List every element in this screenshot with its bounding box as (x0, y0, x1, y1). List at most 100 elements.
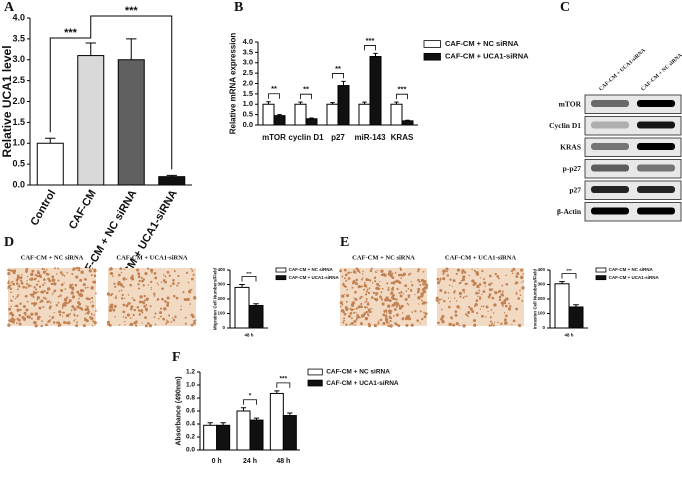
blot-strip (584, 137, 682, 157)
blot-band (637, 186, 675, 193)
error-bar (341, 80, 346, 86)
y-tick-label: 0.0 (243, 120, 253, 129)
bar (358, 103, 371, 126)
column-header: CAF-CM + UCA1-siRNA (598, 48, 647, 93)
cells (7, 266, 97, 328)
error-bar (253, 417, 260, 421)
legend-label: CAF-CM + UCA1-siRNA (289, 275, 340, 280)
bar (158, 176, 186, 186)
bar (234, 286, 250, 329)
blot-band (637, 143, 675, 150)
blot-strip (584, 159, 682, 179)
x-tick-label: KRAS (391, 133, 414, 142)
blot-band (591, 143, 629, 150)
bar (337, 85, 350, 126)
y-axis-label: Absorbance (490nm) (175, 376, 182, 445)
error-bar (405, 119, 410, 121)
image-label: CAF-CM + NC siRNA (352, 254, 415, 261)
significance-bracket (276, 382, 291, 388)
blot-band (591, 164, 629, 172)
y-tick-label: 2.0 (12, 96, 25, 106)
significance-label: ** (335, 64, 341, 73)
y-tick-label: 0 (222, 325, 225, 330)
bar (273, 115, 286, 126)
y-tick-label: 0.0 (12, 179, 25, 189)
y-tick-label: 0.5 (12, 159, 25, 169)
y-axis-label: Relative mRNA expression (228, 33, 237, 135)
significance-label: *** (398, 85, 407, 94)
y-tick-label: 0.2 (186, 434, 195, 441)
y-tick-label: 300 (537, 282, 545, 287)
error-bar (207, 422, 213, 426)
y-tick-label: 2.0 (243, 78, 253, 87)
y-tick-label: 2.5 (12, 75, 25, 85)
bar (568, 306, 584, 329)
y-tick-label: 4.0 (12, 12, 25, 22)
legend-swatch (423, 52, 441, 61)
error-bar (573, 304, 579, 307)
significance-bracket (49, 37, 92, 133)
legend-label: CAF-CM + UCA1-siRNA (445, 52, 529, 61)
y-tick-label: 300 (217, 282, 225, 287)
legend-swatch (595, 275, 607, 281)
y-tick-label: 1.0 (243, 99, 253, 108)
y-tick-label: 1.2 (186, 369, 195, 376)
y-tick-label: 0.4 (186, 421, 195, 428)
row-label: p-p27 (563, 164, 582, 173)
image-label: CAF-CM + UCA1-siRNA (116, 254, 188, 261)
error-bar (277, 114, 282, 116)
significance-label: ** (303, 85, 309, 94)
x-tick-label: Control (28, 188, 58, 228)
error-bar (298, 101, 303, 105)
bar (269, 392, 284, 451)
blot-band (637, 121, 675, 129)
bar (216, 424, 231, 451)
cells (339, 267, 429, 328)
error-bar (330, 102, 335, 105)
error-bar (287, 412, 293, 416)
y-axis-label: Invasion Cell Numbers/Field (532, 269, 537, 330)
legend-swatch (423, 40, 441, 48)
legend-label: CAF-CM + NC siRNA (445, 39, 519, 48)
bar (305, 118, 318, 126)
bar (203, 424, 218, 451)
y-tick-label: 400 (537, 267, 545, 272)
blot-band (637, 207, 675, 215)
y-axis-label: Relative UCA1 level (0, 45, 14, 157)
y-tick-label: 3.5 (243, 47, 253, 56)
error-bar (240, 407, 247, 411)
legend-label: CAF-CM + UCA1-siRNA (326, 380, 399, 387)
legend-label: CAF-CM + UCA1-siRNA (609, 275, 660, 280)
y-tick-label: 100 (537, 311, 545, 316)
error-bar (559, 281, 565, 284)
bar (282, 415, 297, 451)
bar (390, 103, 403, 126)
bar (326, 103, 339, 126)
x-tick-label: CAF-CM (67, 188, 99, 232)
blot-strip (584, 94, 682, 114)
bar (236, 410, 251, 451)
significance-bracket (268, 93, 280, 99)
y-tick-label: 1.5 (243, 89, 253, 98)
micrograph (340, 268, 427, 326)
blot-band (591, 207, 629, 215)
y-tick-label: 0.8 (186, 395, 195, 402)
panel-letter: D (4, 235, 14, 250)
legend-swatch (595, 267, 607, 273)
cells (106, 267, 197, 328)
y-tick-label: 3.0 (12, 54, 25, 64)
blot-band (637, 164, 675, 172)
blot-band (637, 100, 675, 107)
panel-letter: F (172, 350, 181, 365)
legend-swatch (275, 275, 287, 281)
error-bar (220, 422, 226, 426)
significance-label: *** (246, 271, 252, 276)
row-label: Cyclin D1 (549, 121, 581, 130)
y-tick-label: 1.0 (12, 138, 25, 148)
error-bar (274, 390, 280, 394)
significance-label: *** (366, 36, 375, 45)
error-bar (362, 101, 367, 105)
image-label: CAF-CM + UCA1-siRNA (445, 254, 517, 261)
legend-swatch (307, 379, 323, 387)
